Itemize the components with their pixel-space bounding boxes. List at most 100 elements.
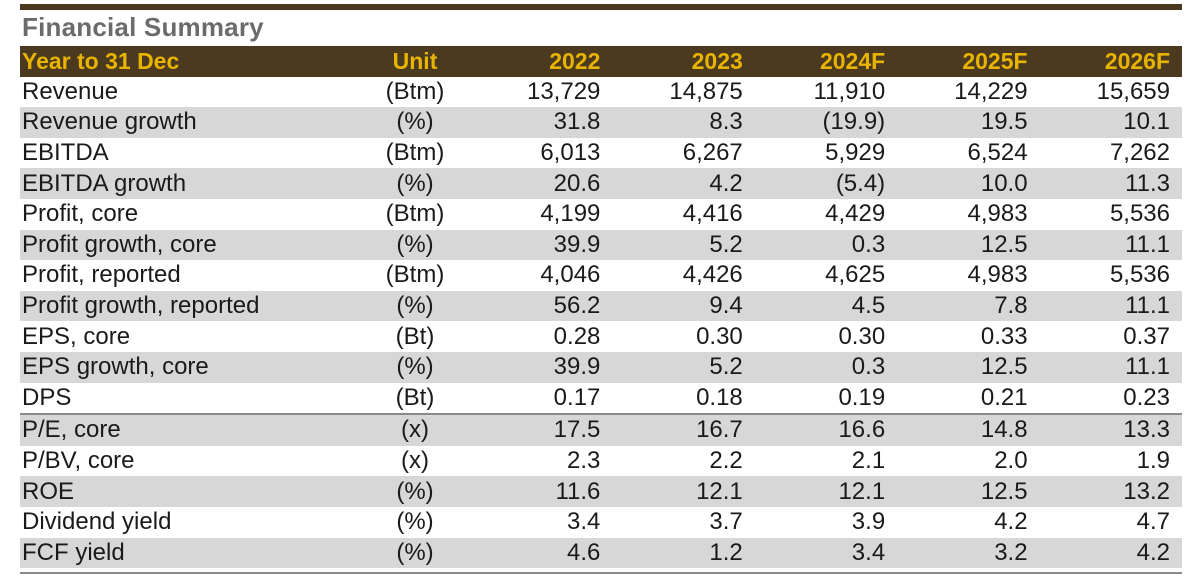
row-value: (19.9) bbox=[754, 107, 898, 138]
row-value: 13.2 bbox=[1039, 476, 1182, 507]
row-value: 12.1 bbox=[612, 476, 755, 507]
row-label: EPS growth, core bbox=[20, 351, 360, 383]
row-label: EBITDA growth bbox=[20, 168, 360, 199]
table-row: FCF yield (%) 4.6 1.2 3.4 3.2 4.2 bbox=[20, 537, 1182, 569]
row-value: 4.6 bbox=[470, 537, 613, 569]
row-value: 4,983 bbox=[967, 261, 1028, 289]
row-value: (5.4) bbox=[754, 168, 898, 199]
table-row: Dividend yield (%) 3.4 3.7 3.9 4.2 4.7 bbox=[20, 507, 1182, 538]
row-value: 12.5 bbox=[897, 476, 1040, 507]
financial-summary-table: Year to 31 Dec Unit 2022 2023 2024F 2025… bbox=[20, 46, 1182, 569]
row-unit: (%) bbox=[360, 476, 470, 507]
row-value: 4,429 bbox=[825, 200, 886, 228]
row-value: 4,199 bbox=[540, 200, 601, 228]
row-unit: (%) bbox=[360, 351, 470, 383]
row-value: 8.3 bbox=[612, 107, 755, 138]
row-unit: (%) bbox=[360, 168, 470, 199]
row-value: 10.0 bbox=[897, 168, 1040, 199]
row-value: 13.3 bbox=[1039, 413, 1182, 446]
row-value: 4,983 bbox=[967, 200, 1028, 228]
table-row: DPS (Bt) 0.17 0.18 0.19 0.21 0.23 bbox=[20, 383, 1182, 415]
column-header-2024f: 2024F bbox=[754, 46, 898, 77]
table-row: Revenue growth (%) 31.8 8.3 (19.9) 19.5 10.1 bbox=[20, 107, 1182, 138]
row-value: 3.7 bbox=[709, 508, 743, 536]
row-value: 5,929 bbox=[825, 139, 886, 167]
row-value: 31.8 bbox=[470, 107, 613, 138]
column-header-2026f: 2026F bbox=[1039, 46, 1182, 77]
row-value: 14,875 bbox=[669, 77, 743, 105]
row-label: EBITDA bbox=[22, 139, 109, 167]
row-label: Profit growth, reported bbox=[20, 290, 360, 322]
row-value: 5.2 bbox=[612, 351, 755, 383]
table-row: Profit, reported (Btm) 4,046 4,426 4,625 4,98… bbox=[20, 260, 1182, 291]
column-header-year: Year to 31 Dec bbox=[20, 46, 360, 77]
column-header-unit: Unit bbox=[360, 46, 470, 77]
top-rule bbox=[20, 4, 1182, 10]
row-value: 13,729 bbox=[526, 77, 601, 105]
row-value: 4.2 bbox=[994, 508, 1028, 536]
row-label: Profit growth, core bbox=[20, 229, 360, 261]
row-value: 3.9 bbox=[851, 508, 886, 536]
row-value: 9.4 bbox=[612, 290, 755, 322]
table-row: EPS growth, core (%) 39.9 5.2 0.3 12.5 11.1 bbox=[20, 351, 1182, 383]
row-value: 19.5 bbox=[897, 107, 1040, 138]
row-value: 4,625 bbox=[825, 261, 886, 289]
row-unit: (Bt) bbox=[395, 322, 435, 350]
row-value: 4,426 bbox=[682, 261, 743, 289]
row-value: 4.5 bbox=[754, 290, 898, 322]
row-label: Revenue growth bbox=[20, 107, 360, 138]
row-value: 2.0 bbox=[994, 447, 1028, 475]
row-value: 15,659 bbox=[1096, 77, 1170, 105]
table-row: EBITDA growth (%) 20.6 4.2 (5.4) 10.0 11.3 bbox=[20, 168, 1182, 199]
column-header-2025f: 2025F bbox=[897, 46, 1040, 77]
row-value: 16.7 bbox=[612, 413, 755, 446]
row-value: 11,910 bbox=[813, 77, 886, 105]
row-unit: (x) bbox=[401, 447, 429, 475]
row-value: 3.4 bbox=[754, 537, 898, 569]
row-label: Revenue bbox=[22, 77, 119, 105]
row-value: 11.6 bbox=[470, 476, 613, 507]
row-value: 4.2 bbox=[612, 168, 755, 199]
row-unit: (Bt) bbox=[395, 383, 435, 411]
row-value: 14,229 bbox=[954, 77, 1028, 105]
row-unit: (Btm) bbox=[385, 139, 445, 167]
row-value: 4,416 bbox=[682, 200, 743, 228]
table-row: ROE (%) 11.6 12.1 12.1 12.5 13.2 bbox=[20, 476, 1182, 507]
row-unit: (%) bbox=[360, 107, 470, 138]
row-value: 3.4 bbox=[567, 508, 601, 536]
row-value: 2.3 bbox=[567, 447, 601, 475]
row-value: 3.2 bbox=[897, 537, 1040, 569]
row-value: 17.5 bbox=[470, 413, 613, 446]
row-value: 4.7 bbox=[1136, 508, 1170, 536]
table-row: P/E, core (x) 17.5 16.7 16.6 14.8 13.3 bbox=[20, 413, 1182, 446]
row-value: 20.6 bbox=[470, 168, 613, 199]
table-row: EBITDA (Btm) 6,013 6,267 5,929 6,524 7,262 bbox=[20, 138, 1182, 169]
row-value: 11.1 bbox=[1039, 351, 1182, 383]
row-value: 7.8 bbox=[897, 290, 1040, 322]
row-value: 2.1 bbox=[851, 447, 886, 475]
row-value: 0.19 bbox=[838, 383, 886, 411]
row-value: 11.1 bbox=[1039, 290, 1182, 322]
row-value: 0.30 bbox=[696, 322, 743, 350]
row-unit: (%) bbox=[360, 537, 470, 569]
row-unit: (%) bbox=[360, 229, 470, 261]
row-value: 12.5 bbox=[897, 351, 1040, 383]
bottom-rule bbox=[20, 572, 1182, 574]
row-value: 39.9 bbox=[470, 351, 613, 383]
row-label: ROE bbox=[20, 476, 360, 507]
row-value: 5,536 bbox=[1109, 261, 1170, 289]
table-row: Profit, core (Btm) 4,199 4,416 4,429 4,983 5,5… bbox=[20, 199, 1182, 230]
row-unit: (%) bbox=[396, 508, 434, 536]
row-value: 0.18 bbox=[696, 383, 743, 411]
row-label: Dividend yield bbox=[22, 508, 172, 536]
column-header-2022: 2022 bbox=[470, 46, 613, 77]
row-unit: (Btm) bbox=[385, 77, 445, 105]
row-unit: (Btm) bbox=[385, 200, 445, 228]
row-value: 4,046 bbox=[540, 261, 601, 289]
row-value: 1.2 bbox=[612, 537, 755, 569]
table-body: Revenue (Btm) 13,729 14,875 11,910 14,229 15,6… bbox=[20, 77, 1182, 569]
row-label: P/BV, core bbox=[22, 447, 135, 475]
table-row: Profit growth, core (%) 39.9 5.2 0.3 12.5 11.1 bbox=[20, 229, 1182, 261]
row-value: 0.3 bbox=[754, 351, 898, 383]
row-value: 11.3 bbox=[1039, 168, 1182, 199]
